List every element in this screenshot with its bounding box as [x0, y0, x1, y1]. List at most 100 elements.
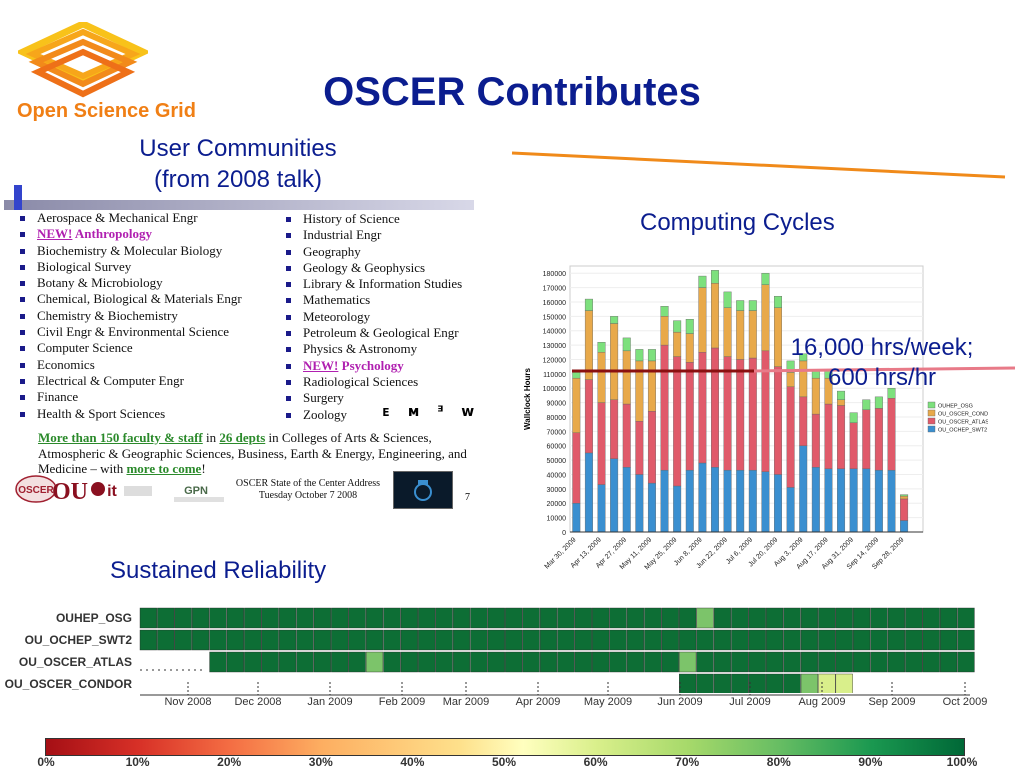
heatmap-cell	[679, 629, 697, 651]
bar-segment	[698, 275, 707, 288]
faculty-count-link[interactable]: More than 150 faculty & staff	[38, 430, 203, 445]
bar-segment	[849, 468, 858, 533]
heatmap-cell	[400, 651, 418, 673]
bar-segment	[736, 310, 745, 360]
heatmap-cell	[713, 629, 732, 651]
heatmap-cell	[313, 607, 331, 629]
heatmap-cell	[748, 673, 766, 695]
heatmap-cell	[905, 629, 923, 651]
month-label: Oct 2009	[943, 696, 988, 708]
heatmap-cell	[818, 629, 836, 651]
heatmap-cell	[679, 673, 697, 695]
heatmap-cell	[609, 629, 627, 651]
bar-segment	[584, 298, 593, 311]
heatmap-cell	[922, 607, 940, 629]
heatmap-cell	[870, 651, 888, 673]
bar-segment	[799, 445, 808, 533]
department-item: Petroleum & Geological Engr	[286, 325, 462, 341]
heatmap-cell	[661, 607, 679, 629]
bar-segment	[811, 413, 820, 468]
department-name: Anthropology	[72, 226, 152, 242]
bar-segment	[736, 300, 745, 311]
annotation-line	[572, 366, 1016, 373]
heatmap-cell	[418, 651, 436, 673]
heatmap-cell	[209, 607, 227, 629]
logo-text: Open Science Grid	[17, 100, 196, 122]
heatmap-cell	[835, 673, 853, 695]
heatmap-cell	[139, 629, 157, 651]
new-tag: NEW!	[37, 226, 73, 242]
y-tick-label: 80000	[547, 415, 567, 422]
heatmap-cell	[713, 651, 732, 673]
department-name: Zoology	[303, 406, 348, 422]
bar-segment	[610, 316, 619, 324]
department-item: Chemical, Biological & Materials Engr	[20, 291, 242, 307]
department-item: Mathematics	[286, 292, 462, 308]
department-name: Economics	[37, 356, 95, 372]
heatmap-cell	[365, 607, 384, 629]
bar-segment	[622, 403, 631, 468]
more-to-come-link[interactable]: more to come	[126, 461, 202, 476]
heatmap-cell	[731, 651, 749, 673]
bar-segment	[774, 474, 783, 533]
heatmap-cell	[800, 629, 819, 651]
heatmap-cell	[574, 607, 592, 629]
heatmap-cell	[487, 651, 505, 673]
glyph-decoration: ᴇᴍᴲᴡ	[382, 404, 493, 420]
slide-thumbnail	[393, 471, 453, 509]
heatmap-cell	[713, 607, 732, 629]
legend-label: OUHEP_OSG	[938, 404, 973, 410]
y-tick-label: 110000	[543, 372, 566, 379]
reliability-colorbar	[45, 738, 965, 756]
y-axis-label: Wallclock Hours	[523, 367, 532, 429]
faculty-text: More than 150 faculty & staff in 26 dept…	[38, 430, 488, 477]
heatmap-cell	[574, 629, 592, 651]
month-label: Sep 2009	[868, 696, 915, 708]
heatmap-cell	[905, 651, 923, 673]
heatmap-cell	[626, 651, 645, 673]
bar-segment	[824, 468, 833, 533]
heatmap-cell	[818, 673, 836, 695]
bar-segment	[647, 411, 656, 484]
heatmap-cell	[940, 651, 958, 673]
department-name: Chemical, Biological & Materials Engr	[37, 291, 242, 307]
heatmap-cell	[348, 651, 366, 673]
heatmap-cell	[766, 629, 784, 651]
heatmap-cell	[957, 607, 975, 629]
heatmap-cell	[766, 607, 784, 629]
legend-swatch	[927, 401, 936, 409]
sponsor-logos: OSCER OU it GPN	[15, 475, 224, 505]
heatmap-cell	[957, 629, 975, 651]
bar-segment	[874, 469, 883, 533]
faculty-text-4: in Colleges of Arts & Sciences, Atmosphe…	[38, 430, 467, 476]
month-label: Aug 2009	[798, 696, 845, 708]
department-item: Electrical & Computer Engr	[20, 373, 242, 389]
heatmap-cell	[818, 651, 836, 673]
heatmap-cell	[887, 651, 906, 673]
heatmap-cell	[748, 607, 766, 629]
department-name: Mathematics	[303, 292, 371, 308]
department-name: Geology & Geophysics	[303, 259, 426, 275]
colorbar-tick-label: 80%	[767, 755, 791, 768]
heatmap-cell	[853, 629, 871, 651]
heatmap-cell	[661, 629, 679, 651]
heatmap-cell	[835, 607, 853, 629]
bar-segment	[685, 469, 694, 533]
heatmap-cell	[331, 651, 349, 673]
bar-segment	[786, 487, 795, 533]
department-item: Physics & Astronomy	[286, 341, 462, 357]
bar-segment	[837, 399, 846, 406]
heatmap-cell	[365, 629, 384, 651]
bar-segment	[685, 333, 694, 363]
reliability-heading: Sustained Reliability	[110, 557, 327, 584]
bar-segment	[572, 503, 581, 533]
heatmap-cell	[679, 607, 697, 629]
depts-link[interactable]: 26 depts	[219, 430, 266, 445]
y-tick-label: 40000	[547, 472, 567, 479]
bar-segment	[837, 405, 846, 469]
bar-segment	[849, 412, 858, 423]
computing-cycles-heading: Computing Cycles	[640, 209, 835, 236]
heatmap-cell	[470, 607, 488, 629]
department-name: Botany & Microbiology	[37, 275, 163, 291]
department-name: Library & Information Studies	[303, 276, 463, 292]
